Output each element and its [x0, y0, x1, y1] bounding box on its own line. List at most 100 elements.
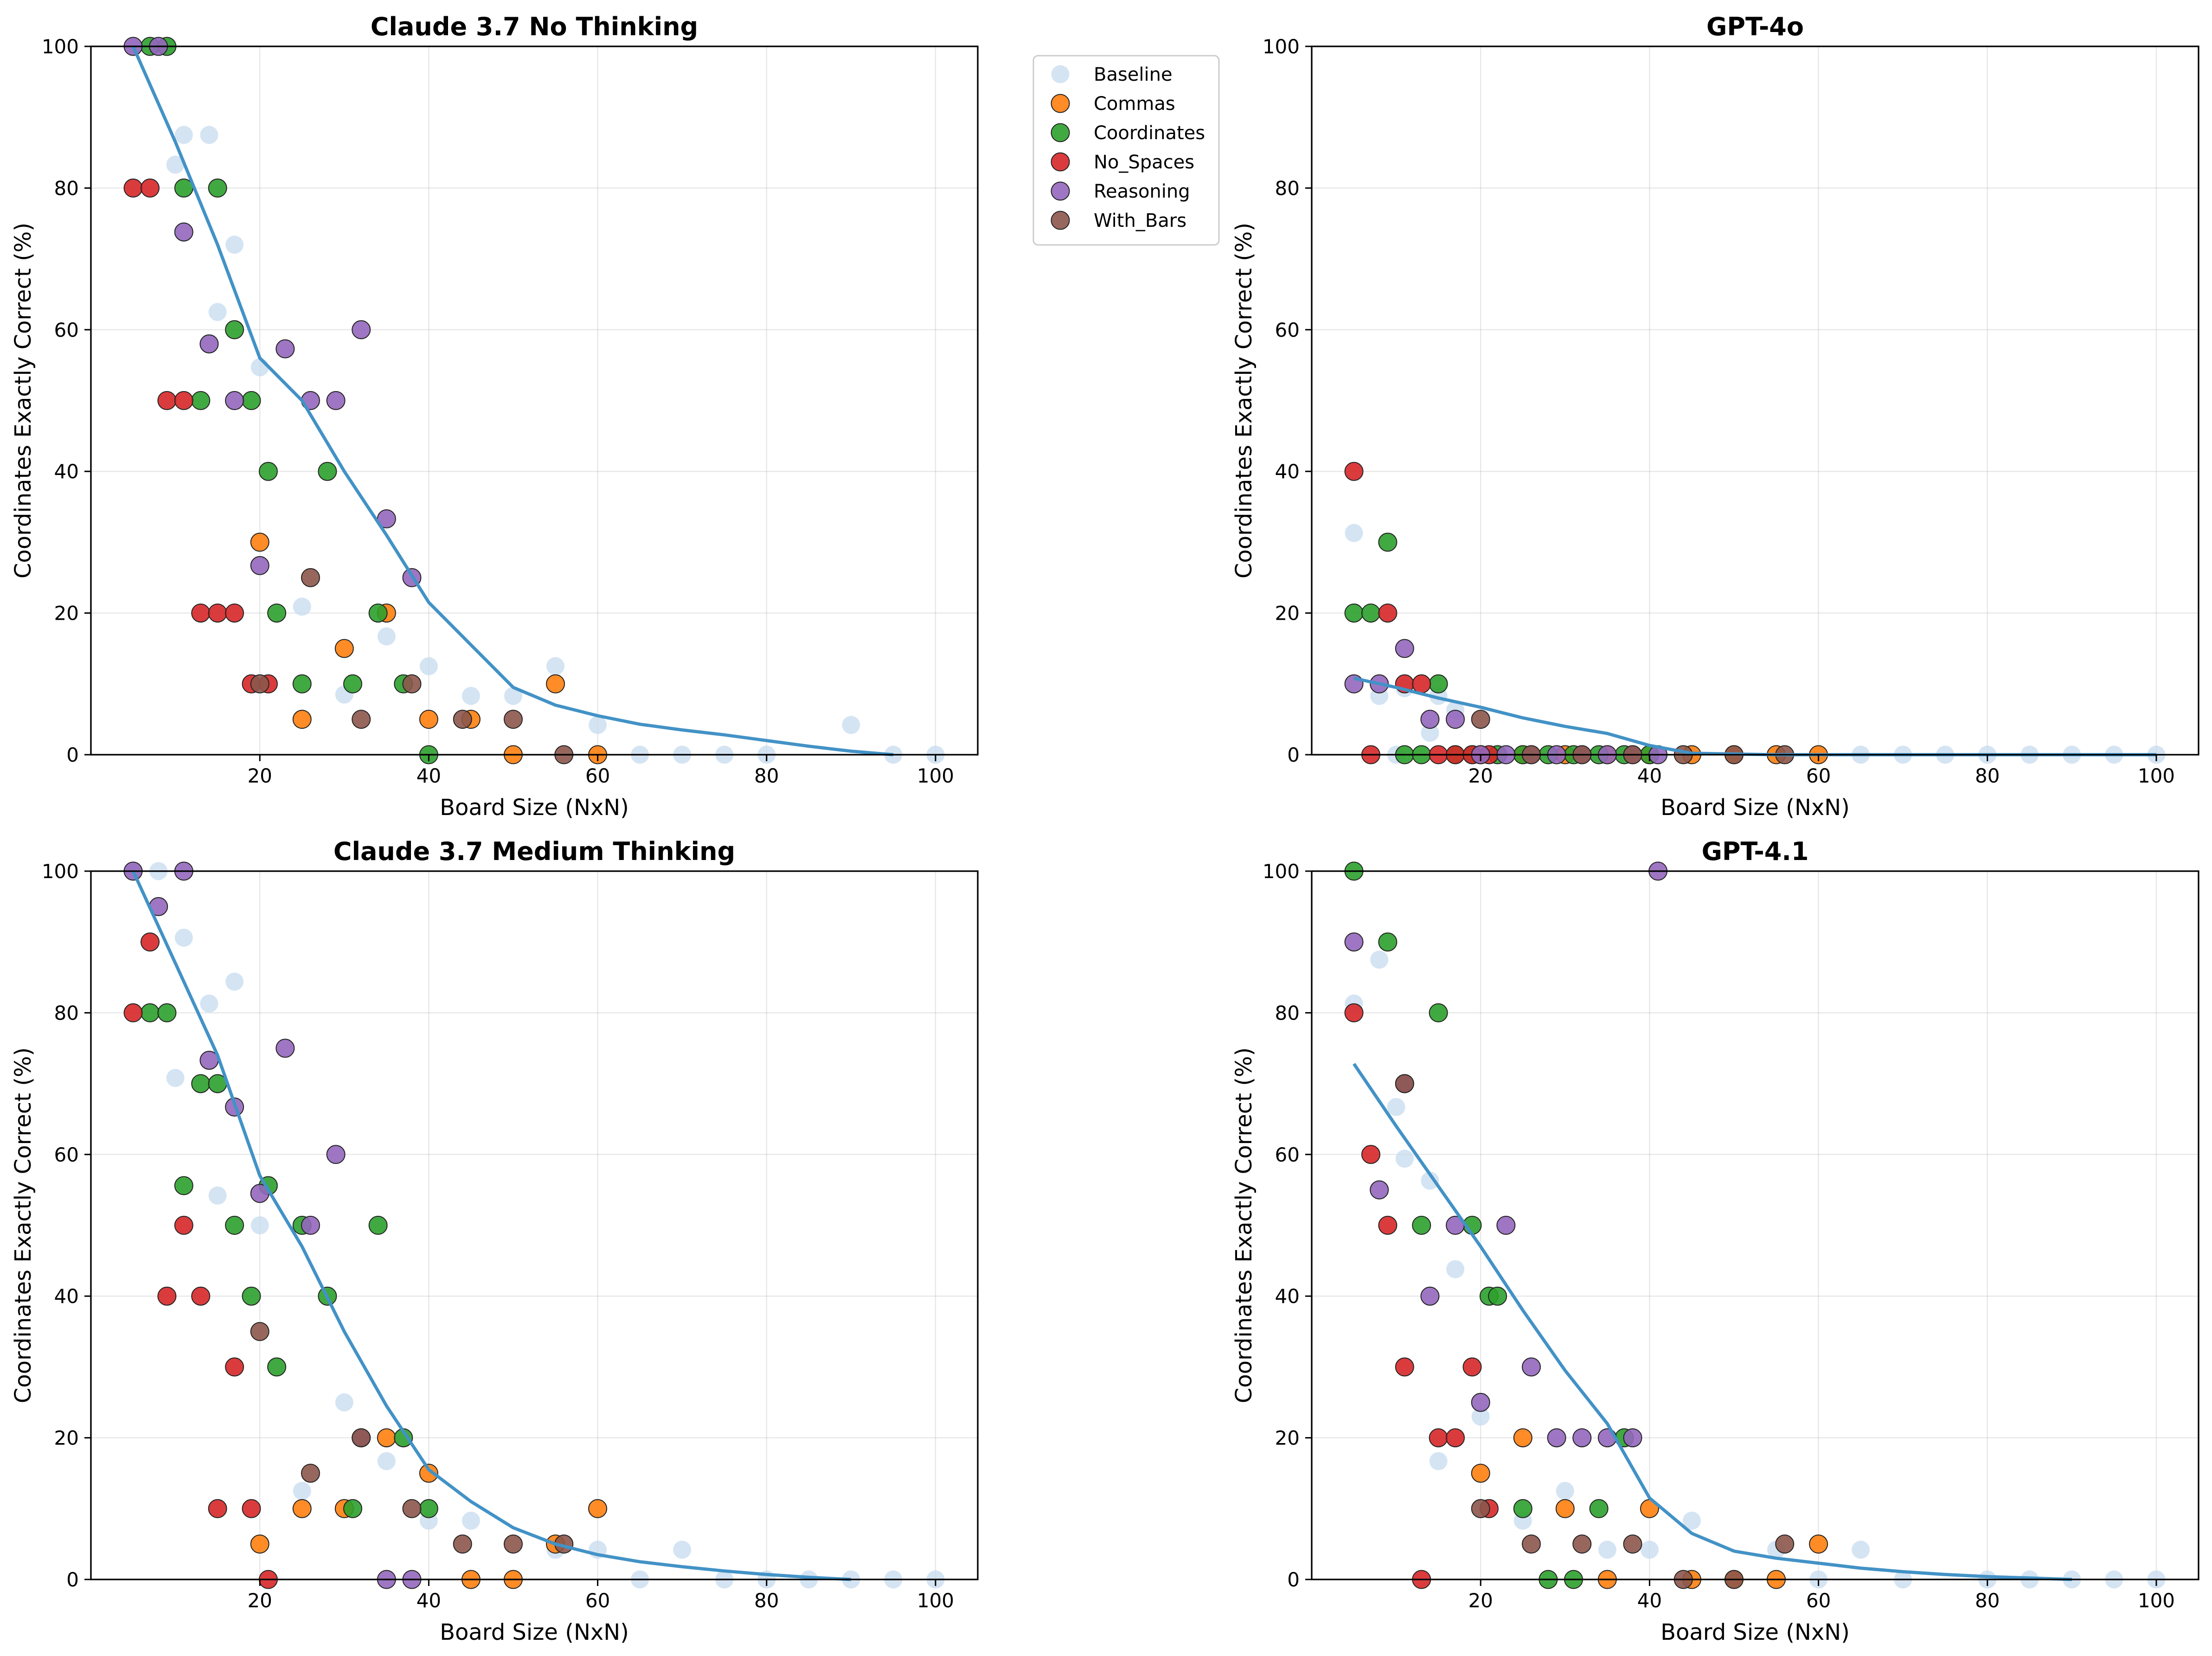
legend-label: With_Bars: [1094, 210, 1186, 231]
axes-frame: [1311, 870, 2199, 1580]
legend-marker: [1051, 123, 1070, 142]
data-point-baseline: [166, 1069, 185, 1087]
x-tick-label: 40: [417, 764, 441, 787]
data-point-no-spaces: [174, 391, 193, 410]
legend-marker: [1051, 152, 1070, 172]
data-point-with-bars: [1471, 710, 1490, 729]
data-point-with-bars: [1775, 1534, 1795, 1554]
y-tick-label: 40: [1275, 1285, 1300, 1308]
data-point-reasoning: [199, 334, 219, 353]
y-axis-label: Coordinates Exactly Correct (%): [1231, 1047, 1257, 1403]
y-tick-label: 0: [1287, 1568, 1300, 1591]
data-point-baseline: [546, 657, 565, 675]
legend-marker: [1051, 211, 1070, 230]
data-point-no-spaces: [157, 1286, 177, 1306]
y-tick-label: 0: [66, 744, 79, 766]
x-axis-label: Board Size (NxN): [1661, 1619, 1850, 1645]
data-point-with-bars: [1572, 1534, 1592, 1554]
data-point-baseline: [1852, 1540, 1870, 1559]
data-point-reasoning: [1623, 1428, 1642, 1448]
data-point-no-spaces: [1378, 1216, 1398, 1235]
data-point-coordinates: [1412, 1216, 1431, 1235]
data-point-no-spaces: [140, 178, 160, 198]
data-point-baseline: [462, 687, 480, 705]
x-tick-label: 60: [1806, 764, 1831, 787]
data-point-coordinates: [157, 1003, 177, 1022]
data-point-commas: [377, 1428, 396, 1448]
data-point-commas: [292, 1499, 312, 1518]
data-point-coordinates: [1429, 1003, 1448, 1022]
data-point-commas: [250, 1534, 269, 1554]
data-point-no-spaces: [208, 1499, 227, 1518]
x-tick-label: 40: [417, 1589, 441, 1612]
data-point-with-bars: [402, 1499, 422, 1518]
data-point-coordinates: [1378, 533, 1398, 552]
data-point-no-spaces: [1395, 1357, 1414, 1377]
data-point-commas: [419, 1463, 438, 1483]
data-point-with-bars: [1395, 1074, 1414, 1093]
y-tick-label: 100: [42, 860, 79, 883]
trend-line: [131, 870, 852, 1581]
y-tick-label: 40: [1275, 460, 1300, 483]
data-point-commas: [588, 1499, 608, 1518]
data-point-baseline: [1640, 1540, 1659, 1559]
data-point-commas: [1513, 1428, 1532, 1448]
chart-title: GPT-4o: [1706, 12, 1804, 41]
legend-label: Baseline: [1094, 64, 1173, 85]
data-point-no-spaces: [174, 1216, 193, 1235]
legend-box: [1032, 55, 1220, 246]
data-point-baseline: [377, 1452, 396, 1470]
x-axis-label: Board Size (NxN): [440, 795, 629, 821]
x-tick-label: 40: [1637, 764, 1662, 787]
data-point-reasoning: [1420, 710, 1440, 729]
data-point-reasoning: [1420, 1286, 1440, 1306]
chart-title: Claude 3.7 Medium Thinking: [333, 837, 735, 866]
legend-marker: [1051, 94, 1070, 113]
data-point-commas: [1471, 1463, 1490, 1483]
data-point-coordinates: [368, 1216, 388, 1235]
x-tick-label: 100: [917, 764, 954, 787]
legend: Baseline Commas Coordinates No_Spaces Reason…: [1032, 55, 1220, 246]
data-point-coordinates: [242, 1286, 261, 1306]
data-point-reasoning: [1572, 1428, 1592, 1448]
data-point-commas: [1555, 1499, 1575, 1518]
trend-line: [1353, 1063, 2072, 1581]
data-point-baseline: [1471, 1407, 1490, 1426]
data-point-baseline: [419, 657, 438, 675]
data-point-no-spaces: [225, 1357, 244, 1377]
x-tick-label: 40: [1637, 1589, 1662, 1612]
data-point-commas: [334, 639, 354, 658]
y-tick-label: 20: [1275, 1427, 1300, 1450]
data-point-baseline: [377, 627, 396, 646]
data-point-no-spaces: [1446, 1428, 1465, 1448]
chart-title: GPT-4.1: [1702, 837, 1809, 866]
x-tick-label: 100: [2138, 764, 2175, 787]
data-point-coordinates: [292, 674, 312, 693]
data-point-coordinates: [1344, 603, 1364, 623]
data-point-with-bars: [503, 710, 523, 729]
y-axis-label: Coordinates Exactly Correct (%): [10, 1047, 36, 1403]
data-point-with-bars: [250, 674, 269, 693]
chart-panel-0: 20 40 60 80 100 0 20 40 60 80 100 Claude 3.7 No Thi…: [10, 12, 1220, 821]
data-point-no-spaces: [208, 603, 227, 623]
data-point-reasoning: [1471, 1393, 1490, 1412]
data-point-reasoning: [1344, 932, 1364, 952]
data-point-baseline: [335, 1393, 353, 1412]
data-point-with-bars: [453, 1534, 472, 1554]
data-point-coordinates: [191, 391, 211, 410]
data-point-with-bars: [402, 674, 422, 693]
data-point-coordinates: [1513, 1499, 1532, 1518]
data-point-coordinates: [318, 462, 337, 481]
data-point-with-bars: [503, 1534, 523, 1554]
data-point-coordinates: [1378, 932, 1398, 952]
y-axis-label: Coordinates Exactly Correct (%): [10, 223, 36, 578]
data-point-coordinates: [1429, 674, 1448, 693]
data-point-no-spaces: [140, 932, 160, 952]
chart-panel-3: 20 40 60 80 100 0 20 40 60 80 100 GPT-4.1 Board Size…: [1231, 837, 2199, 1645]
data-point-reasoning: [250, 556, 269, 575]
y-tick-label: 100: [1263, 860, 1300, 883]
y-tick-label: 0: [1287, 744, 1300, 766]
data-point-baseline: [200, 995, 218, 1013]
x-tick-label: 60: [585, 1589, 610, 1612]
data-point-baseline: [250, 358, 269, 377]
